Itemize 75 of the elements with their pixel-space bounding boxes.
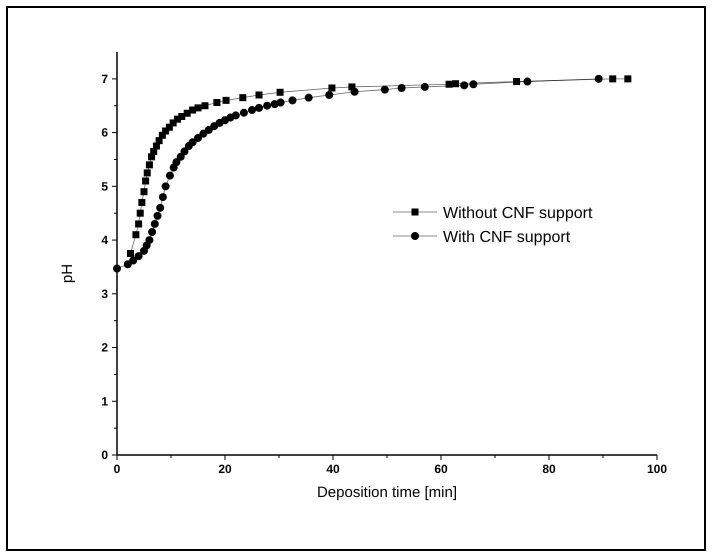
- point: [255, 104, 264, 112]
- point: [113, 264, 121, 273]
- point: [609, 75, 616, 82]
- x-tick-label: 20: [218, 462, 232, 476]
- point: [222, 96, 230, 104]
- point: [204, 126, 213, 134]
- x-tick-label: 60: [434, 462, 448, 476]
- point: [594, 74, 603, 83]
- point: [288, 96, 296, 104]
- point: [213, 99, 220, 106]
- y-tick-label: 6: [101, 126, 108, 140]
- y-tick-label: 0: [101, 448, 108, 462]
- point: [328, 84, 336, 92]
- point: [380, 86, 389, 94]
- point: [150, 220, 159, 228]
- x-tick-label: 100: [646, 462, 668, 476]
- point: [420, 82, 429, 91]
- point: [513, 78, 520, 86]
- point: [263, 102, 272, 110]
- point: [138, 198, 146, 206]
- point: [199, 130, 208, 138]
- point: [239, 94, 246, 102]
- legend-label: Without CNF support: [443, 205, 593, 222]
- y-axis-title: pH: [59, 264, 76, 284]
- point: [124, 260, 132, 268]
- point: [148, 228, 156, 236]
- x-tick-label: 80: [542, 462, 556, 476]
- point: [232, 111, 240, 120]
- x-tick-label: 40: [326, 462, 340, 476]
- point: [166, 172, 174, 180]
- point: [240, 108, 248, 117]
- x-axis-title: Deposition time [min]: [316, 484, 458, 501]
- point: [132, 231, 140, 238]
- legend-label: With CNF support: [443, 229, 571, 246]
- y-tick-label: 4: [101, 233, 108, 248]
- point: [460, 81, 468, 90]
- x-tick-label: 0: [114, 462, 121, 476]
- point: [194, 104, 202, 112]
- y-tick-label: 7: [101, 72, 108, 86]
- point: [140, 188, 148, 196]
- point: [144, 169, 151, 176]
- point: [156, 204, 164, 212]
- point: [523, 78, 532, 86]
- point: [276, 88, 284, 96]
- point: [180, 147, 188, 156]
- point: [145, 236, 154, 244]
- point: [202, 102, 209, 110]
- point: [350, 88, 359, 96]
- point: [194, 134, 202, 142]
- point: [452, 80, 460, 88]
- point: [256, 91, 263, 98]
- point: [142, 177, 150, 184]
- y-tick-label: 5: [101, 179, 108, 194]
- point: [162, 182, 170, 190]
- point: [325, 90, 334, 99]
- point: [127, 250, 134, 257]
- point: [276, 98, 285, 107]
- point: [172, 158, 180, 166]
- y-tick-label: 2: [101, 340, 108, 355]
- point: [304, 94, 313, 102]
- point: [188, 138, 197, 146]
- point: [446, 80, 453, 88]
- point: [469, 80, 478, 88]
- point: [146, 161, 153, 168]
- point: [624, 75, 632, 82]
- point: [158, 193, 167, 202]
- point: [134, 252, 143, 260]
- point: [136, 210, 144, 217]
- point: [129, 256, 138, 264]
- point: [398, 84, 406, 92]
- point: [135, 220, 142, 228]
- y-tick-label: 3: [101, 286, 108, 301]
- point: [154, 212, 162, 220]
- point: [248, 106, 256, 114]
- y-tick-label: 1: [101, 394, 108, 408]
